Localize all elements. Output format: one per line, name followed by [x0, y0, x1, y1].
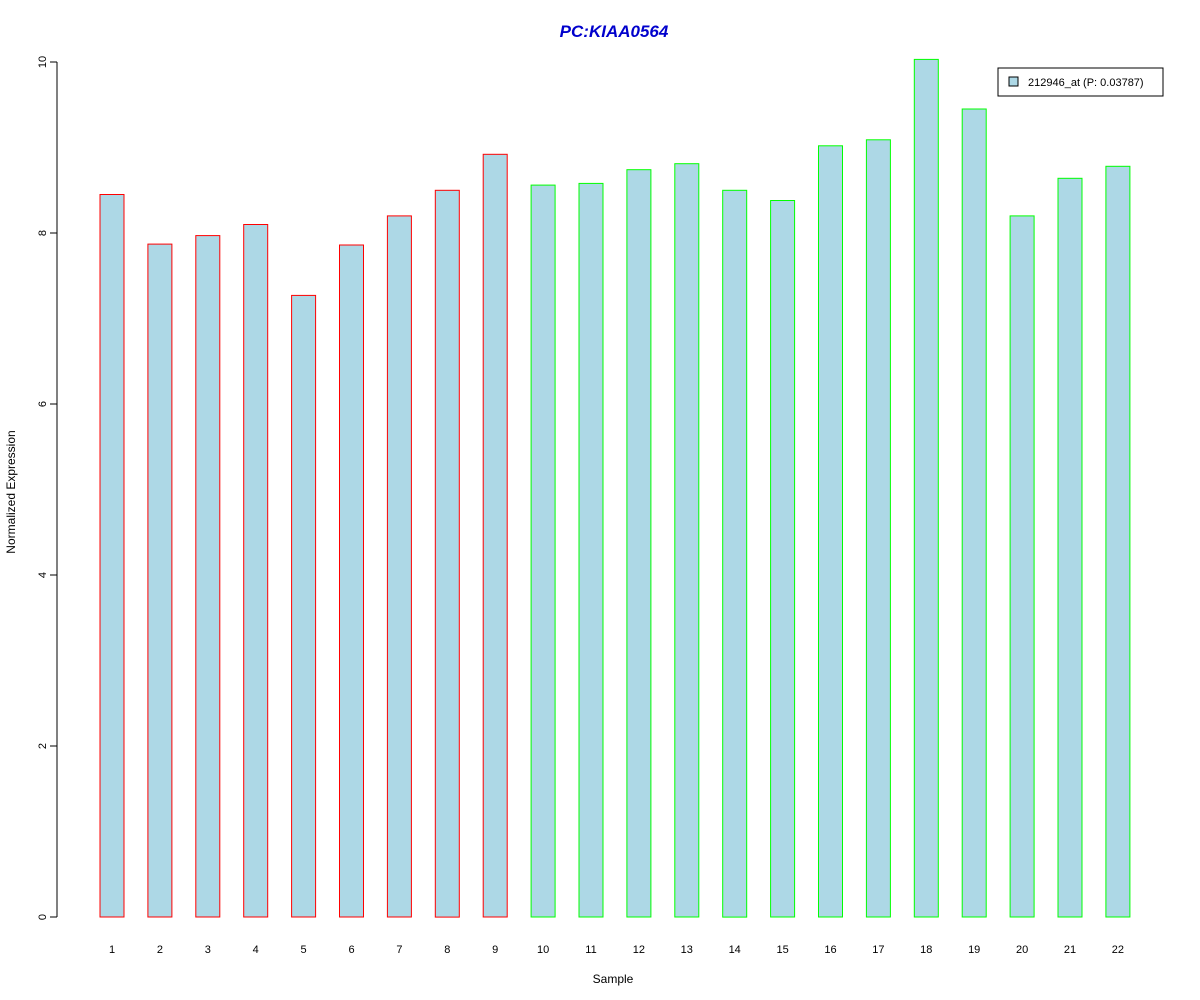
x-tick-label: 11: [585, 944, 596, 956]
bar-sample-14: [722, 189, 748, 918]
bar-sample-1: [99, 194, 125, 918]
x-tick-label: 15: [776, 944, 788, 956]
y-tick-label: 4: [37, 572, 49, 578]
bar-sample-21: [1057, 177, 1083, 918]
legend-box: [997, 67, 1164, 97]
bar-sample-10: [530, 184, 556, 918]
legend-swatch: [1008, 76, 1019, 87]
bar-sample-13: [674, 163, 700, 918]
y-tick-label: 8: [37, 230, 49, 236]
y-axis: 0 2 4 6 8 10: [37, 56, 58, 920]
bar-sample-11: [578, 182, 604, 918]
x-tick-label: 4: [253, 944, 259, 956]
x-tick-label: 2: [157, 944, 163, 956]
bars-group: [99, 58, 1131, 918]
bar-sample-9: [482, 153, 508, 918]
x-tick-label: 20: [1016, 944, 1028, 956]
x-tick-label: 18: [920, 944, 932, 956]
bar-sample-22: [1105, 165, 1131, 918]
y-tick-label: 0: [37, 914, 49, 920]
y-tick-label: 6: [37, 401, 49, 407]
bar-sample-3: [195, 235, 221, 918]
y-tick-label: 10: [37, 56, 49, 68]
x-tick-label: 12: [633, 944, 645, 956]
bar-sample-7: [386, 215, 412, 918]
x-tick-label: 21: [1064, 944, 1076, 956]
chart-title: PC:KIAA0564: [560, 22, 669, 41]
x-tick-label: 9: [492, 944, 498, 956]
x-tick-label: 10: [537, 944, 549, 956]
bar-sample-8: [434, 189, 460, 918]
bar-sample-15: [770, 200, 796, 918]
x-tick-label: 3: [205, 944, 211, 956]
x-tick-label: 14: [729, 944, 741, 956]
x-tick-label: 13: [681, 944, 693, 956]
bar-sample-20: [1009, 215, 1035, 918]
x-tick-label: 16: [824, 944, 836, 956]
x-tick-label: 6: [348, 944, 354, 956]
bar-sample-17: [865, 139, 891, 918]
legend-label: 212946_at (P: 0.03787): [1028, 77, 1144, 89]
bar-sample-16: [818, 145, 843, 918]
x-tick-label: 1: [109, 944, 115, 956]
x-tick-label: 22: [1112, 944, 1124, 956]
legend: 212946_at (P: 0.03787): [997, 67, 1164, 97]
x-tick-label: 5: [301, 944, 307, 956]
x-tick-label: 7: [396, 944, 402, 956]
y-tick-label: 2: [37, 743, 49, 749]
bar-sample-5: [291, 294, 317, 918]
bar-sample-19: [961, 108, 987, 918]
y-axis-label: Normalized Expression: [4, 430, 18, 553]
x-tick-label: 8: [444, 944, 450, 956]
x-axis-label: Sample: [593, 972, 634, 986]
x-tick-labels: 1 2 3 4 5 6 7 8 9 10 11 12 13 14 15 16 17 18 19 20 21 22: [109, 944, 1124, 956]
bar-sample-6: [339, 244, 364, 918]
bar-sample-4: [243, 224, 269, 918]
x-tick-label: 17: [872, 944, 884, 956]
bar-sample-18: [913, 58, 939, 918]
bar-sample-12: [626, 169, 652, 918]
x-tick-label: 19: [968, 944, 980, 956]
bar-sample-2: [147, 243, 173, 918]
